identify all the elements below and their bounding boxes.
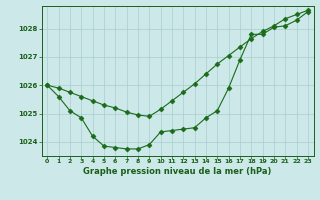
X-axis label: Graphe pression niveau de la mer (hPa): Graphe pression niveau de la mer (hPa) — [84, 167, 272, 176]
